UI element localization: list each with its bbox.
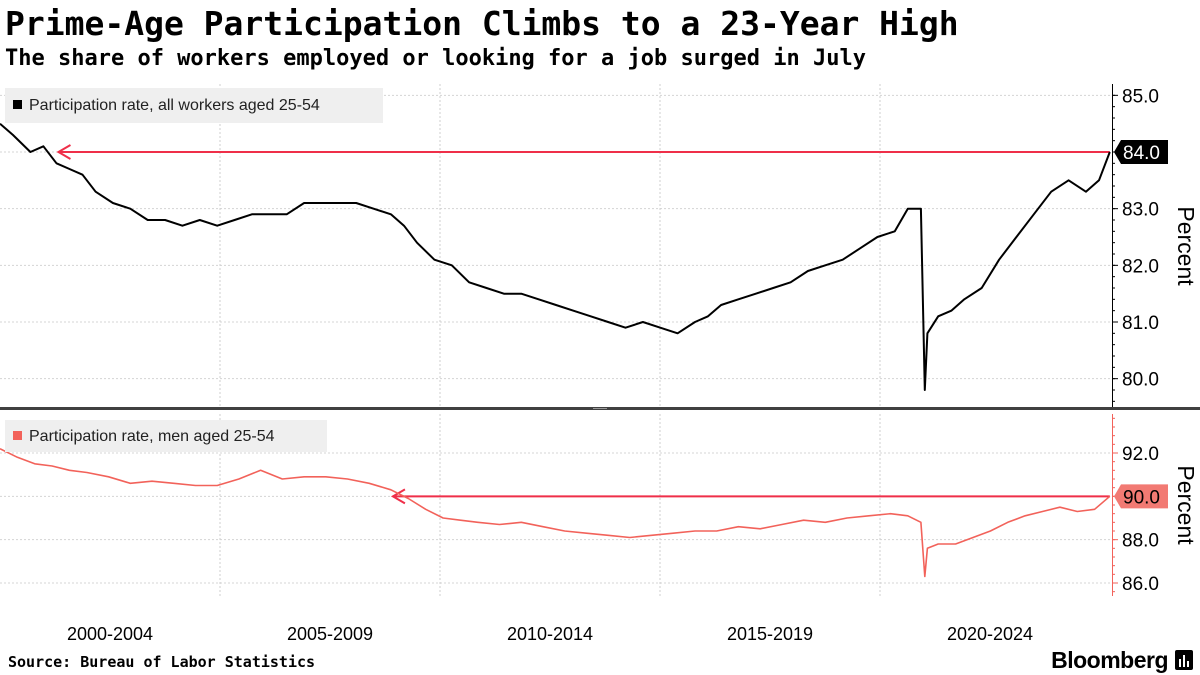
y-tick-label: 88.0 [1122, 531, 1159, 552]
y-axis-title-all-workers: Percent [1173, 206, 1199, 286]
brand-logo: Bloomberg [1051, 647, 1168, 673]
bloomberg-terminal-icon [1175, 650, 1193, 670]
last-value-badge [1114, 484, 1168, 509]
chart-area: 80.0 81.0 82.0 83.0 84.0 85.0 Participation r… [0, 84, 1200, 644]
legend-men: Participation rate, men aged 25-54 [5, 420, 327, 452]
last-value-label: 84.0 [1123, 143, 1160, 164]
series-line-all-workers[interactable] [0, 122, 1111, 391]
y-axis-title-men: Percent [1173, 465, 1199, 545]
series-line-men[interactable] [0, 447, 1111, 578]
panel-all-workers: 80.0 81.0 82.0 83.0 84.0 85.0 Participation r… [0, 84, 1199, 407]
legend-label-men: Participation rate, men aged 25-54 [29, 428, 275, 445]
legend-swatch-all-workers [13, 100, 22, 109]
y-tick-label: 92.0 [1122, 444, 1159, 465]
legend-label-all-workers: Participation rate, all workers aged 25-… [29, 97, 320, 114]
reference-arrowhead [390, 488, 406, 505]
y-tick-label: 85.0 [1122, 86, 1159, 107]
source-note: Source: Bureau of Labor Statistics [8, 653, 316, 671]
last-value-badge [1114, 140, 1168, 164]
chart-subtitle: The share of workers employed or looking… [5, 46, 866, 71]
y-tick-label: 82.0 [1122, 256, 1159, 277]
legend-swatch-men [13, 431, 22, 440]
last-value-label: 90.0 [1123, 487, 1160, 508]
y-tick-label: 83.0 [1122, 200, 1159, 221]
x-tick-label: 2015-2019 [727, 624, 813, 644]
x-tick-label: 2005-2009 [287, 624, 373, 644]
panel-men: 86.0 88.0 90.0 92.0 Participation rate, men… [0, 414, 1199, 596]
legend-background [5, 420, 327, 452]
x-axis: 2000-2004 2005-2009 2010-2014 2015-2019 2020… [67, 624, 1033, 644]
legend-all-workers: Participation rate, all workers aged 25-… [5, 88, 383, 123]
x-tick-label: 2020-2024 [947, 624, 1033, 644]
x-tick-label: 2000-2004 [67, 624, 153, 644]
y-tick-label: 80.0 [1122, 370, 1159, 391]
reference-arrowhead [56, 144, 71, 160]
legend-background [5, 88, 383, 123]
y-tick-label: 86.0 [1122, 574, 1159, 595]
panel-divider-grip[interactable] [593, 408, 607, 409]
x-tick-label: 2010-2014 [507, 624, 593, 644]
chart-title: Prime-Age Participation Climbs to a 23-Y… [5, 4, 959, 43]
y-tick-label: 81.0 [1122, 313, 1159, 334]
